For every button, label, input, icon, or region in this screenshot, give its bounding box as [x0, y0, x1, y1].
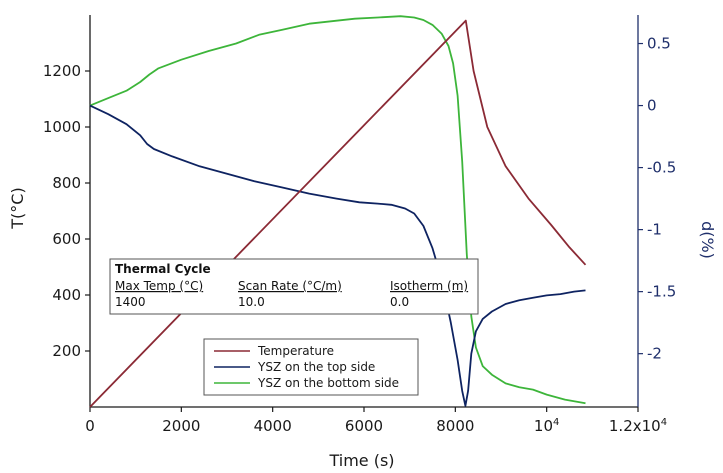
- y2-tick-label: -0.5: [647, 159, 676, 177]
- annotation-header-max-temp: Max Temp (°C): [115, 279, 203, 293]
- thermal-cycle-box: Thermal Cycle Max Temp (°C) Scan Rate (°…: [109, 258, 479, 315]
- x-tick-label: 0: [85, 417, 95, 435]
- y-tick-label: 600: [52, 230, 81, 248]
- x-axis-title: Time (s): [328, 451, 394, 470]
- annotation-value-isotherm: 0.0: [390, 295, 409, 309]
- ticks-layer: 0 2000 4000 6000 8000 104 1.2x104 200 400 600 800 1…: [43, 35, 676, 435]
- annotation-header-scan-rate: Scan Rate (°C/m): [238, 279, 342, 293]
- series-line-temperature: [89, 19, 587, 408]
- y-tick-label: 1000: [43, 118, 81, 136]
- y2-tick-label: -2: [647, 345, 662, 363]
- y-tick-label: 200: [52, 342, 81, 360]
- x-tick-label: 2000: [162, 417, 200, 435]
- legend: Temperature YSZ on the top side YSZ on t…: [203, 338, 419, 396]
- x-tick-label: 6000: [345, 417, 383, 435]
- series-line-ysz-on-the-bottom-side: [89, 15, 586, 405]
- legend-label-temperature: Temperature: [257, 344, 334, 358]
- y-tick-label: 400: [52, 286, 81, 304]
- y-tick-label: 800: [52, 174, 81, 192]
- series-layer: [89, 15, 587, 408]
- thermal-cycle-title: Thermal Cycle: [115, 262, 211, 276]
- legend-label-top: YSZ on the top side: [257, 360, 375, 374]
- y2-tick-label: 0: [647, 97, 657, 115]
- y2-tick-label: 0.5: [647, 35, 671, 53]
- y-axis-title: T(°C): [8, 187, 27, 229]
- x-tick-label: 1.2x104: [609, 417, 667, 435]
- y2-tick-label: -1.5: [647, 283, 676, 301]
- legend-label-bottom: YSZ on the bottom side: [257, 376, 399, 390]
- y2-tick-label: -1: [647, 221, 662, 239]
- x-tick-label: 4000: [254, 417, 292, 435]
- x-tick-label: 104: [534, 417, 559, 435]
- y-tick-label: 1200: [43, 62, 81, 80]
- y2-axis-title: d(%): [698, 221, 717, 259]
- annotation-value-scan-rate: 10.0: [238, 295, 265, 309]
- annotation-header-isotherm: Isotherm (m): [390, 279, 468, 293]
- thermal-cycle-box-frame: [109, 258, 479, 315]
- series-line-ysz-on-the-top-side: [89, 104, 586, 407]
- x-tick-label: 8000: [436, 417, 474, 435]
- annotation-value-max-temp: 1400: [115, 295, 146, 309]
